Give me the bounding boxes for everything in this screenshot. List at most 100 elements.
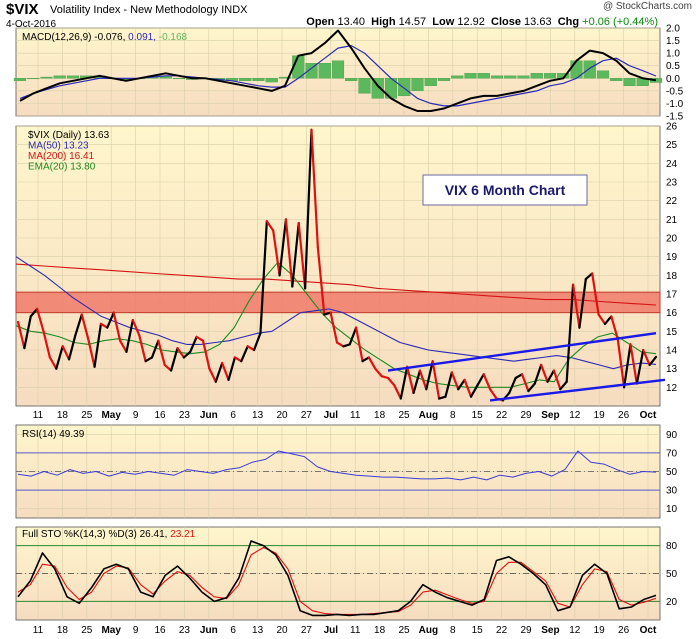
price-segment [476, 373, 485, 387]
price-segment [406, 365, 415, 395]
sto-k-line [17, 540, 657, 617]
price-segment [437, 395, 447, 400]
price-segment [508, 376, 517, 395]
price-segment [208, 367, 217, 383]
x-tick-label: Oct [640, 410, 657, 421]
price-segment [221, 361, 230, 381]
price-segment [482, 373, 492, 391]
price-segment [597, 313, 607, 325]
low-label: Low [432, 16, 455, 28]
x-tick-label: 29 [520, 410, 532, 421]
price-segment [610, 315, 619, 340]
x-tick-label: May [101, 625, 121, 636]
price-segment [457, 378, 466, 391]
watermark: @ StockCharts.com [602, 1, 692, 12]
chg-value: +0.06 (+0.44%) [582, 16, 658, 28]
macd-histogram-bar [278, 76, 292, 79]
x-tick-label: 20 [276, 625, 288, 636]
macd-histogram-bar [583, 60, 596, 79]
price-segment [648, 355, 658, 367]
y-tick-label: 80 [666, 541, 678, 552]
macd-histogram-bar [649, 78, 663, 83]
x-tick-label: 25 [81, 625, 93, 636]
price-segment [603, 315, 613, 325]
x-tick-label: 23 [179, 410, 191, 421]
price-segment [304, 128, 313, 290]
macd-histogram-bar [371, 78, 384, 99]
ohlc-summary: Open 13.40 High 14.57 Low 12.92 Close 13… [306, 16, 658, 28]
price-segment [380, 375, 390, 380]
macd-histogram-bar [610, 78, 623, 81]
x-tick-label: 11 [350, 625, 361, 636]
x-tick-label: 8 [450, 625, 456, 636]
macd-legend: MACD(12,26,9) -0.076, 0.091, -0.168 [22, 32, 188, 43]
y-tick-label: 18 [666, 271, 678, 282]
price-segment [361, 356, 370, 363]
close-value: 13.63 [524, 16, 552, 28]
price-segment [240, 345, 249, 363]
macd-signal-line [19, 44, 657, 107]
price-segment [74, 313, 83, 337]
x-tick-label: 8 [450, 410, 456, 421]
x-tick-label: 29 [520, 625, 532, 636]
price-segment [418, 369, 428, 391]
price-segment [157, 339, 166, 367]
price-segment [316, 246, 326, 316]
y-tick-label: 19 [666, 252, 678, 263]
x-tick-label: May [101, 410, 121, 421]
low-value: 12.92 [457, 16, 485, 28]
price-segment [622, 343, 632, 389]
y-tick-label: 10 [666, 504, 678, 515]
y-tick-label: 14 [666, 346, 678, 357]
y-tick-label: 20 [666, 597, 678, 608]
price-segment [297, 221, 307, 290]
x-tick-label: 18 [374, 625, 386, 636]
price-segment [450, 371, 460, 391]
y-tick-label: 70 [666, 448, 678, 459]
x-tick-label: Jul [324, 410, 339, 421]
x-tick-label: 26 [618, 410, 630, 421]
price-segment [278, 218, 288, 277]
macd-histogram-bar [464, 73, 477, 79]
price-segment [335, 341, 345, 348]
price-segment [367, 356, 377, 370]
price-segment [259, 220, 268, 335]
price-segment [393, 384, 402, 400]
x-tick-label: 11 [33, 625, 44, 636]
x-tick-label: Sep [541, 410, 559, 421]
trendline-upper [387, 332, 657, 372]
price-segment [265, 220, 275, 232]
price-legend-1: $VIX (Daily) 13.63 [28, 130, 110, 141]
price-segment [201, 339, 211, 370]
price-segment [540, 363, 549, 383]
price-segment [170, 347, 179, 372]
price-segment [565, 283, 575, 383]
high-value: 14.57 [398, 16, 427, 28]
price-segment [144, 356, 154, 363]
macd-histogram-bar [53, 75, 66, 79]
ma50-line [15, 256, 657, 370]
x-tick-label: 26 [618, 625, 630, 636]
price-segment [323, 311, 332, 316]
price-segment [195, 335, 205, 342]
resistance-zone [15, 291, 661, 314]
price-segment [61, 345, 71, 361]
ma200-line [15, 263, 657, 306]
macd-histogram-bar [530, 73, 543, 79]
price-segment [533, 363, 543, 385]
price-segment [80, 313, 90, 340]
x-tick-label: Jul [324, 625, 339, 636]
price-segment [55, 345, 64, 370]
x-tick-label: 15 [472, 625, 484, 636]
y-tick-label: 16 [666, 308, 678, 319]
x-tick-label: 19 [594, 410, 606, 421]
price-segment [214, 361, 224, 383]
y-tick-label: -1.0 [666, 99, 684, 110]
y-tick-label: 13 [666, 364, 678, 375]
price-segment [246, 345, 256, 352]
price-legend-3: MA(200) 16.41 [28, 151, 95, 162]
x-tick-label: Oct [640, 625, 657, 636]
open-value: 13.40 [337, 16, 365, 28]
price-segment [67, 333, 77, 361]
macd-histogram-bar [13, 78, 27, 81]
